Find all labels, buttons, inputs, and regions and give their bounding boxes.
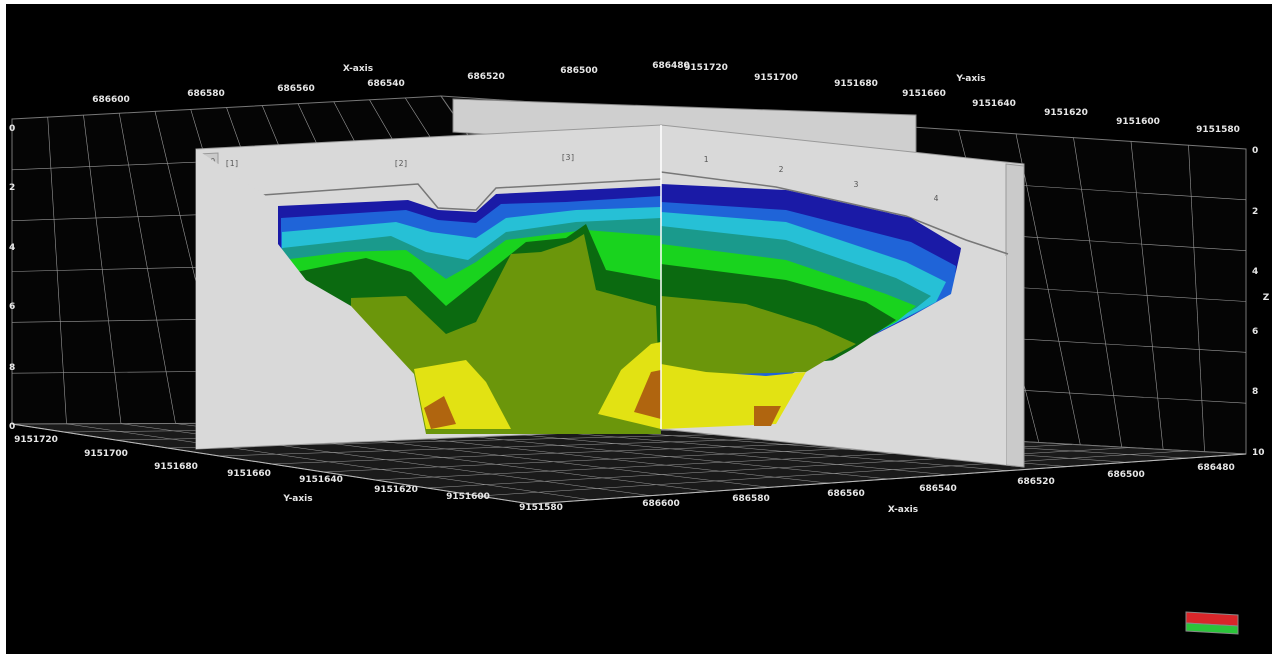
left-resistivity-band — [424, 396, 456, 429]
top-y-tick-label: 9151580 — [1196, 125, 1240, 135]
left-section-panel: 0.02.55.07.510.112.615.117.6[1][2][3] — [195, 124, 662, 450]
top-x-tick-label: 686520 — [467, 72, 505, 82]
bottom-x-tick-label: 686480 — [1197, 463, 1235, 473]
left-panel-mask — [196, 149, 426, 449]
left-topography-line — [220, 178, 662, 211]
right-z-tick-label: 4 — [1252, 267, 1258, 277]
floor-grid-line — [66, 423, 591, 501]
top-y-tick-label: 9151600 — [1116, 117, 1160, 127]
top-y-tick-label: 9151640 — [972, 99, 1016, 109]
bottom-y-tick-label: 9151600 — [446, 492, 490, 502]
bottom-y-tick-label: 9151640 — [299, 475, 343, 485]
bottom-y-tick-label: 9151720 — [14, 435, 58, 445]
bottom-y-tick-label: 9151700 — [84, 449, 128, 459]
floor-edge-left — [11, 423, 532, 505]
left-z-tick-label: 0 — [9, 422, 15, 432]
top-y-tick-label: 9151620 — [1044, 108, 1088, 118]
top-y-tick-label: 9151660 — [902, 89, 946, 99]
right-z-tick-label: 8 — [1252, 387, 1258, 397]
bottom-y-tick-label: 9151680 — [154, 462, 198, 472]
cube-front-face — [1185, 622, 1239, 635]
left-z-tick-label: 0 — [9, 124, 15, 134]
right-topography-line — [660, 171, 1009, 255]
right-z-tick-label: 10 — [1252, 448, 1265, 458]
left-section-label: [1] — [225, 159, 239, 168]
bottom-x-tick-label: 686540 — [919, 484, 957, 494]
top-y-tick-label: 9151700 — [754, 73, 798, 83]
z-axis-title: Z — [1263, 293, 1270, 303]
left-z-tick-label: 8 — [9, 363, 15, 373]
left-z-tick-label: 2 — [9, 183, 15, 193]
top-x-tick-label: 686540 — [367, 79, 405, 89]
right-section-panel: 1 2 3 4 — [660, 124, 1025, 468]
left-z-tick-label: 4 — [9, 243, 15, 253]
right-depth-scale — [1005, 163, 1025, 468]
left-section-label: [3] — [561, 153, 575, 162]
right-z-tick-label: 0 — [1252, 146, 1258, 156]
top-y-tick-label: 9151680 — [834, 79, 878, 89]
right-section-label: 2 — [779, 165, 784, 174]
top-x-tick-label: 686580 — [187, 89, 225, 99]
right-section-label: 3 — [854, 180, 859, 189]
back-right-grid-line — [1073, 137, 1123, 448]
orientation-cube-icon[interactable] — [1185, 611, 1239, 635]
top-x-tick-label: 686480 — [652, 61, 690, 71]
top-x-tick-label: 686560 — [277, 84, 315, 94]
right-section-label: 1 — [704, 155, 709, 164]
left-resistivity-band — [634, 370, 661, 419]
bottom-y-axis-title: Y-axis — [282, 494, 312, 504]
left-section-label: [2] — [394, 159, 408, 168]
back-right-grid-line — [1130, 141, 1164, 450]
bottom-x-tick-label: 686580 — [732, 494, 770, 504]
right-section-label: 4 — [934, 194, 939, 203]
right-z-tick-label: 2 — [1252, 207, 1258, 217]
bottom-x-tick-label: 686520 — [1017, 477, 1055, 487]
left-z-tick-label: 6 — [9, 302, 15, 312]
back-right-grid-line — [1188, 145, 1205, 452]
3d-scene[interactable]: 0.02.55.07.510.112.615.117.6[1][2][3] 12… — [6, 4, 1272, 654]
right-z-tick-label: 6 — [1252, 327, 1258, 337]
bottom-x-tick-label: 686560 — [827, 489, 865, 499]
right-resistivity-band — [661, 296, 856, 376]
bottom-x-tick-label: 686500 — [1107, 470, 1145, 480]
floor-edge-right — [530, 453, 1247, 505]
top-y-tick-label: 9151720 — [684, 63, 728, 73]
top-y-axis-title: Y-axis — [955, 74, 985, 84]
bottom-y-tick-label: 9151580 — [519, 503, 563, 513]
back-left-grid-line — [118, 113, 176, 424]
bottom-y-tick-label: 9151660 — [227, 469, 271, 479]
bottom-x-axis-title: X-axis — [888, 505, 918, 515]
right-resistivity-band — [754, 406, 781, 426]
top-x-tick-label: 686500 — [560, 66, 598, 76]
top-x-axis-title: X-axis — [343, 64, 373, 74]
bottom-x-tick-label: 686600 — [642, 499, 680, 509]
visualization-viewport[interactable]: 0.02.55.07.510.112.615.117.6[1][2][3] 12… — [6, 4, 1272, 654]
right-panel-mask — [786, 249, 1006, 465]
bottom-y-tick-label: 9151620 — [374, 485, 418, 495]
back-left-grid-line — [83, 115, 122, 424]
back-right-grid-line — [1015, 133, 1081, 445]
back-left-grid-line — [47, 117, 67, 424]
top-x-tick-label: 686600 — [92, 95, 130, 105]
